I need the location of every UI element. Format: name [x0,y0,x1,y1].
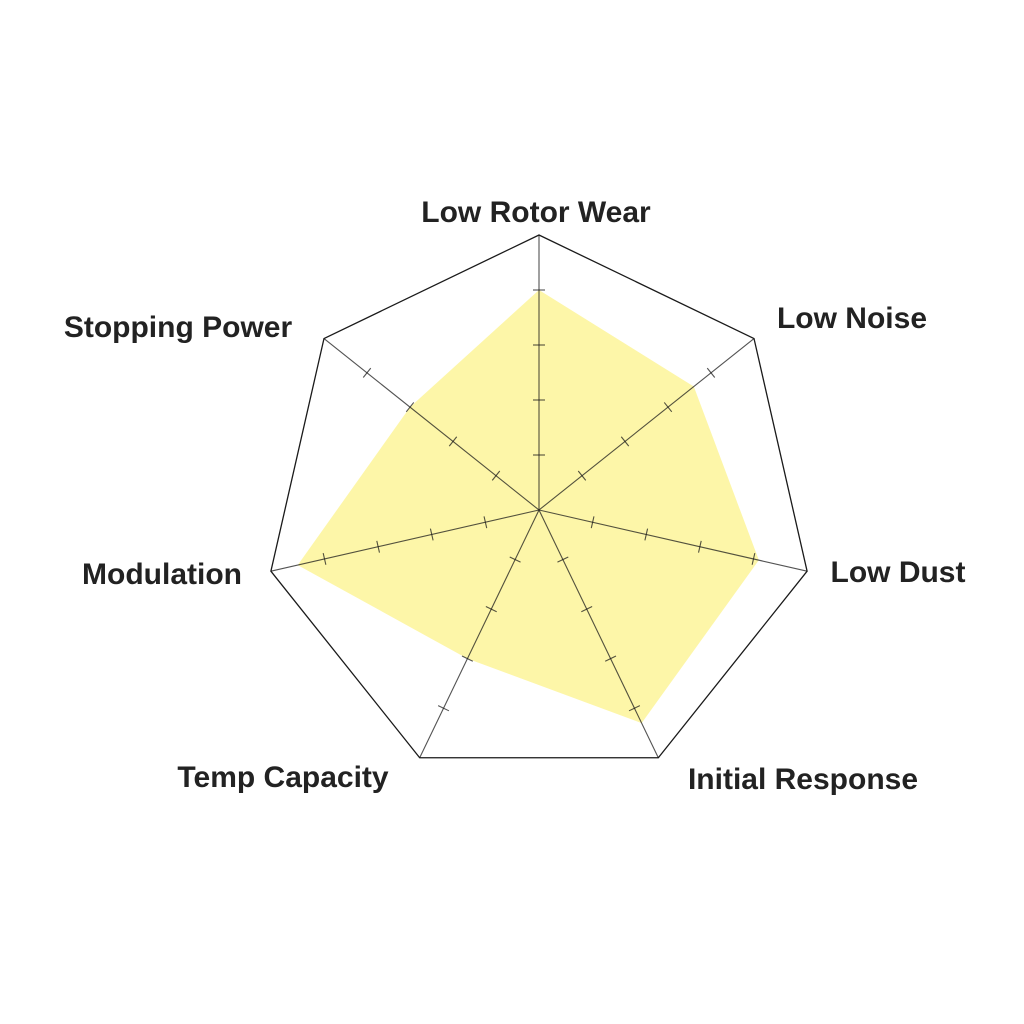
axis-label: Initial Response [688,763,918,796]
outer-frame [270,234,808,759]
axis-tick [485,606,497,613]
axis-tick [509,556,521,563]
axis-spoke [538,338,755,511]
axis-tick [437,705,450,712]
axis-tick [751,552,756,565]
axis-tick [448,436,458,447]
axis-tick [604,655,617,662]
axis-tick [429,528,434,541]
axis-spoke [270,509,540,572]
axis-tick [577,470,587,481]
axis-tick [628,705,641,712]
axis-tick [663,402,673,413]
axis-tick [557,556,569,563]
axis-tick [322,552,327,565]
axis-label: Low Noise [777,302,927,335]
axis-tick [697,540,702,553]
axis-label: Low Rotor Wear [421,196,651,229]
axis-tick [376,540,381,553]
axis-tick [483,516,488,529]
axis-tick [620,436,630,447]
axis-tick [461,655,474,662]
axis-tick [405,402,415,413]
axis-tick [581,606,593,613]
axis-label: Modulation [82,558,242,591]
axis-label: Low Dust [831,556,966,589]
axis-label: Stopping Power [64,311,293,344]
axis-tick [644,528,649,541]
axis-spoke [323,338,540,511]
axis-spoke [538,509,808,572]
axis-tick [706,367,716,378]
axis-tick [590,516,595,529]
axis-spoke [538,509,659,759]
axis-tick [362,367,372,378]
series-area [297,290,759,724]
axis-label: Temp Capacity [177,761,388,794]
axis-spoke [419,509,540,759]
axis-tick [491,470,501,481]
